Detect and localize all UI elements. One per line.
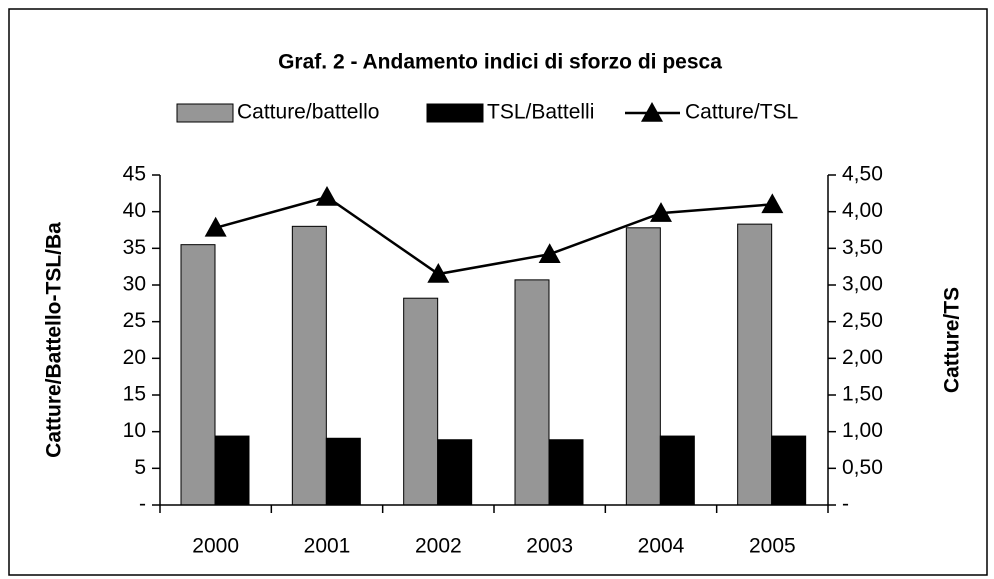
x-tick-label: 2005 xyxy=(749,535,796,558)
bar xyxy=(325,437,361,506)
y-tick-label: 45 xyxy=(123,163,146,186)
bar xyxy=(514,279,550,506)
y2-tick-label: 2,50 xyxy=(842,309,883,332)
y2-tick-label: 1,50 xyxy=(842,383,883,406)
x-tick-label: 2002 xyxy=(415,535,462,558)
y-tick-label: 15 xyxy=(123,383,146,406)
bar xyxy=(437,439,473,506)
bar xyxy=(403,297,439,506)
y-axis-title: Catture/Battello-TSL/Ba xyxy=(43,222,66,458)
y-tick-label: 10 xyxy=(123,419,146,442)
y2-tick-label: 4,00 xyxy=(842,199,883,222)
bar xyxy=(625,227,661,506)
y-tick-label: 5 xyxy=(134,456,146,479)
line-marker xyxy=(761,193,784,214)
bar xyxy=(659,435,695,506)
line-marker xyxy=(427,263,450,283)
y-tick-label: 25 xyxy=(123,309,146,332)
y-tick-label: 20 xyxy=(123,346,146,369)
line-marker xyxy=(316,186,338,206)
x-tick-label: 2003 xyxy=(526,535,573,558)
line-marker xyxy=(204,216,227,237)
y2-tick-label: 2,00 xyxy=(842,346,883,369)
bar xyxy=(291,225,327,506)
legend-label: Catture/TSL xyxy=(685,101,798,124)
bar xyxy=(771,435,807,506)
line-marker xyxy=(650,202,672,222)
line xyxy=(215,195,773,276)
legend-swatch xyxy=(176,103,234,123)
x-tick-label: 2004 xyxy=(638,535,685,558)
legend-label: Catture/battello xyxy=(237,101,379,124)
y-tick-label: - xyxy=(139,493,146,516)
bar xyxy=(214,435,250,506)
line-marker xyxy=(538,243,561,263)
chart-border xyxy=(8,8,988,576)
x-tick-label: 2000 xyxy=(192,535,239,558)
legend-marker xyxy=(641,102,663,122)
y2-tick-label: 0,50 xyxy=(842,456,883,479)
y2-tick-label: 3,50 xyxy=(842,236,883,259)
y-tick-label: 30 xyxy=(123,273,146,296)
bar xyxy=(180,244,216,506)
bar xyxy=(548,439,584,506)
y-tick-label: 40 xyxy=(123,199,146,222)
y2-tick-label: - xyxy=(842,493,849,516)
legend-swatch xyxy=(426,103,484,123)
legend-label: TSL/Battelli xyxy=(487,101,594,124)
bar xyxy=(737,223,773,506)
y-tick-label: 35 xyxy=(123,236,146,259)
chart-title: Graf. 2 - Andamento indici di sforzo di … xyxy=(278,51,722,74)
y2-tick-label: 3,00 xyxy=(842,273,883,296)
y2-tick-label: 1,00 xyxy=(842,419,883,442)
y2-axis-title: Catture/TS xyxy=(941,287,964,393)
x-tick-label: 2001 xyxy=(304,535,351,558)
y2-tick-label: 4,50 xyxy=(842,163,883,186)
